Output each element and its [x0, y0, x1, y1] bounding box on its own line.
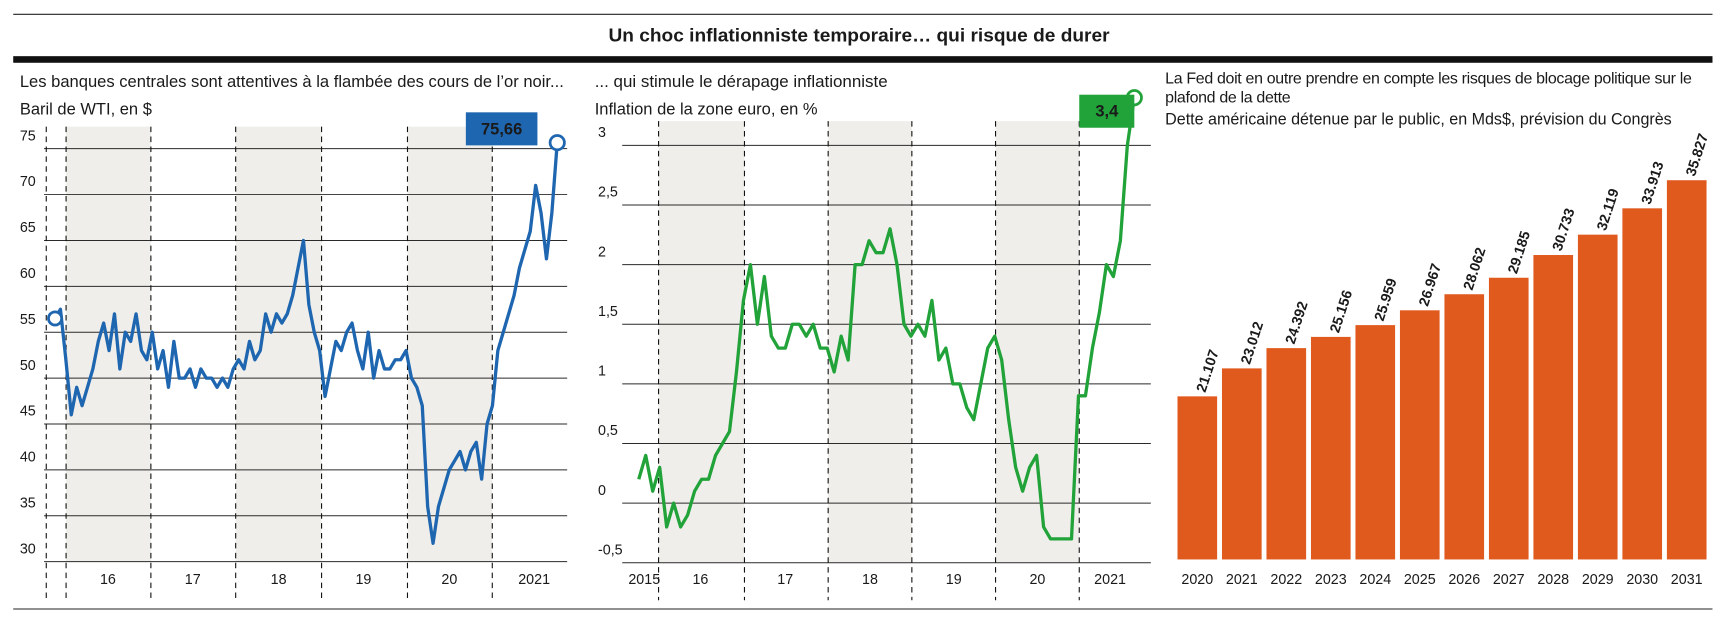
x-tick-label: 20 [441, 572, 457, 588]
chart-subtitle: Inflation de la zone euro, en % [595, 100, 818, 118]
x-tick-label: 19 [946, 572, 962, 588]
x-tick-label: 18 [862, 572, 878, 588]
y-tick-label: 2 [598, 244, 606, 260]
y-tick-label: 70 [20, 174, 36, 190]
y-tick-label: 55 [20, 312, 36, 328]
bar [1533, 255, 1574, 560]
chart-subtitle: Baril de WTI, en $ [20, 100, 152, 118]
x-tick-label: 2025 [1404, 572, 1436, 588]
y-tick-label: 45 [20, 404, 36, 420]
x-tick-label: 2021 [1226, 572, 1258, 588]
bar [1177, 396, 1218, 560]
x-tick-label: 16 [692, 572, 708, 588]
x-tick-label: 2023 [1315, 572, 1347, 588]
x-tick-label: 2031 [1671, 572, 1703, 588]
bar [1577, 234, 1618, 560]
x-tick-label: 2015 [628, 572, 660, 588]
y-tick-label: 75 [20, 128, 36, 144]
data-line [53, 142, 559, 545]
data-line [637, 97, 1136, 541]
x-tick-label: 2024 [1359, 572, 1391, 588]
x-tick-label: 2021 [518, 572, 550, 588]
y-tick-label: 35 [20, 495, 36, 511]
y-tick-label: 30 [20, 541, 36, 557]
end-marker [548, 134, 566, 152]
chart-title: Les banques centrales sont attentives à … [20, 73, 564, 91]
bar [1221, 368, 1262, 560]
chart-title-box: La Fed doit en outre prendre en compte l… [1165, 70, 1692, 107]
page-title: Un choc inflationniste temporaire… qui r… [608, 24, 1109, 45]
y-tick-label: 3 [598, 125, 606, 141]
bar [1622, 208, 1663, 560]
x-tick-label: 2026 [1448, 572, 1480, 588]
y-tick-label: 2,5 [598, 185, 618, 201]
x-tick-label: 2027 [1493, 572, 1525, 588]
y-tick-label: 50 [20, 358, 36, 374]
value-badge [1079, 94, 1135, 128]
y-tick-label: 0,5 [598, 423, 618, 439]
chart-subtitle: Dette américaine détenue par le public, … [1165, 110, 1672, 128]
x-tick-label: 16 [100, 572, 116, 588]
bar [1444, 294, 1485, 560]
value-badge-label: 75,66 [481, 120, 522, 138]
x-tick-label: 19 [355, 572, 371, 588]
y-tick-label: 40 [20, 450, 36, 466]
x-tick-label: 2029 [1582, 572, 1614, 588]
start-marker [47, 310, 64, 327]
x-tick-label: 18 [271, 572, 287, 588]
value-badge-label: 3,4 [1095, 103, 1119, 121]
year-band [995, 121, 1080, 563]
bar [1488, 277, 1529, 560]
x-tick-label: 2021 [1094, 572, 1126, 588]
y-tick-label: 0 [598, 483, 606, 499]
chart-title: ... qui stimule le dérapage inflationnis… [595, 73, 888, 91]
bar [1355, 325, 1396, 560]
x-tick-label: 17 [185, 572, 201, 588]
y-tick-label: -0,5 [598, 542, 623, 558]
y-tick-label: 65 [20, 220, 36, 236]
y-tick-label: 1,5 [598, 304, 618, 320]
value-badge [465, 112, 538, 146]
x-tick-label: 20 [1029, 572, 1045, 588]
bar [1266, 348, 1307, 560]
year-band [658, 121, 745, 563]
bar [1399, 310, 1440, 560]
x-tick-label: 2022 [1270, 572, 1302, 588]
year-band [407, 126, 493, 562]
x-tick-label: 2030 [1626, 572, 1658, 588]
bar [1666, 180, 1707, 560]
x-tick-label: 2020 [1181, 572, 1213, 588]
bar [1310, 336, 1351, 560]
x-tick-label: 2028 [1537, 572, 1569, 588]
y-tick-label: 1 [598, 364, 606, 380]
chart-title: La Fed doit en outre prendre en compte l… [1165, 70, 1692, 107]
x-tick-label: 17 [777, 572, 793, 588]
y-tick-label: 60 [20, 266, 36, 282]
header-bar [13, 56, 1713, 63]
